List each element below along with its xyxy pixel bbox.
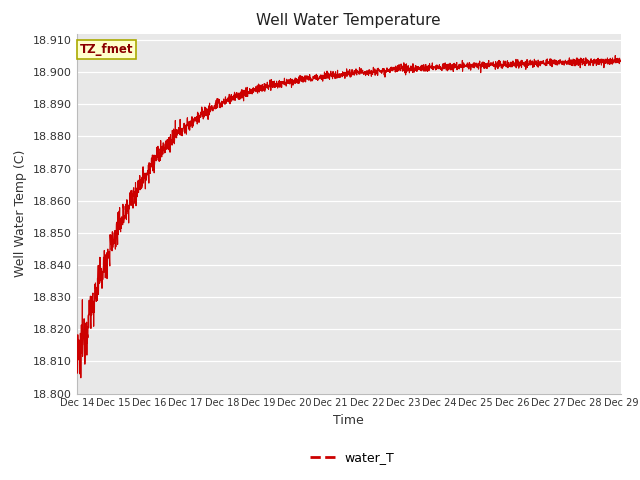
Legend: water_T: water_T [305, 446, 399, 469]
X-axis label: Time: Time [333, 414, 364, 427]
Text: TZ_fmet: TZ_fmet [79, 43, 133, 56]
Title: Well Water Temperature: Well Water Temperature [257, 13, 441, 28]
Y-axis label: Well Water Temp (C): Well Water Temp (C) [14, 150, 28, 277]
